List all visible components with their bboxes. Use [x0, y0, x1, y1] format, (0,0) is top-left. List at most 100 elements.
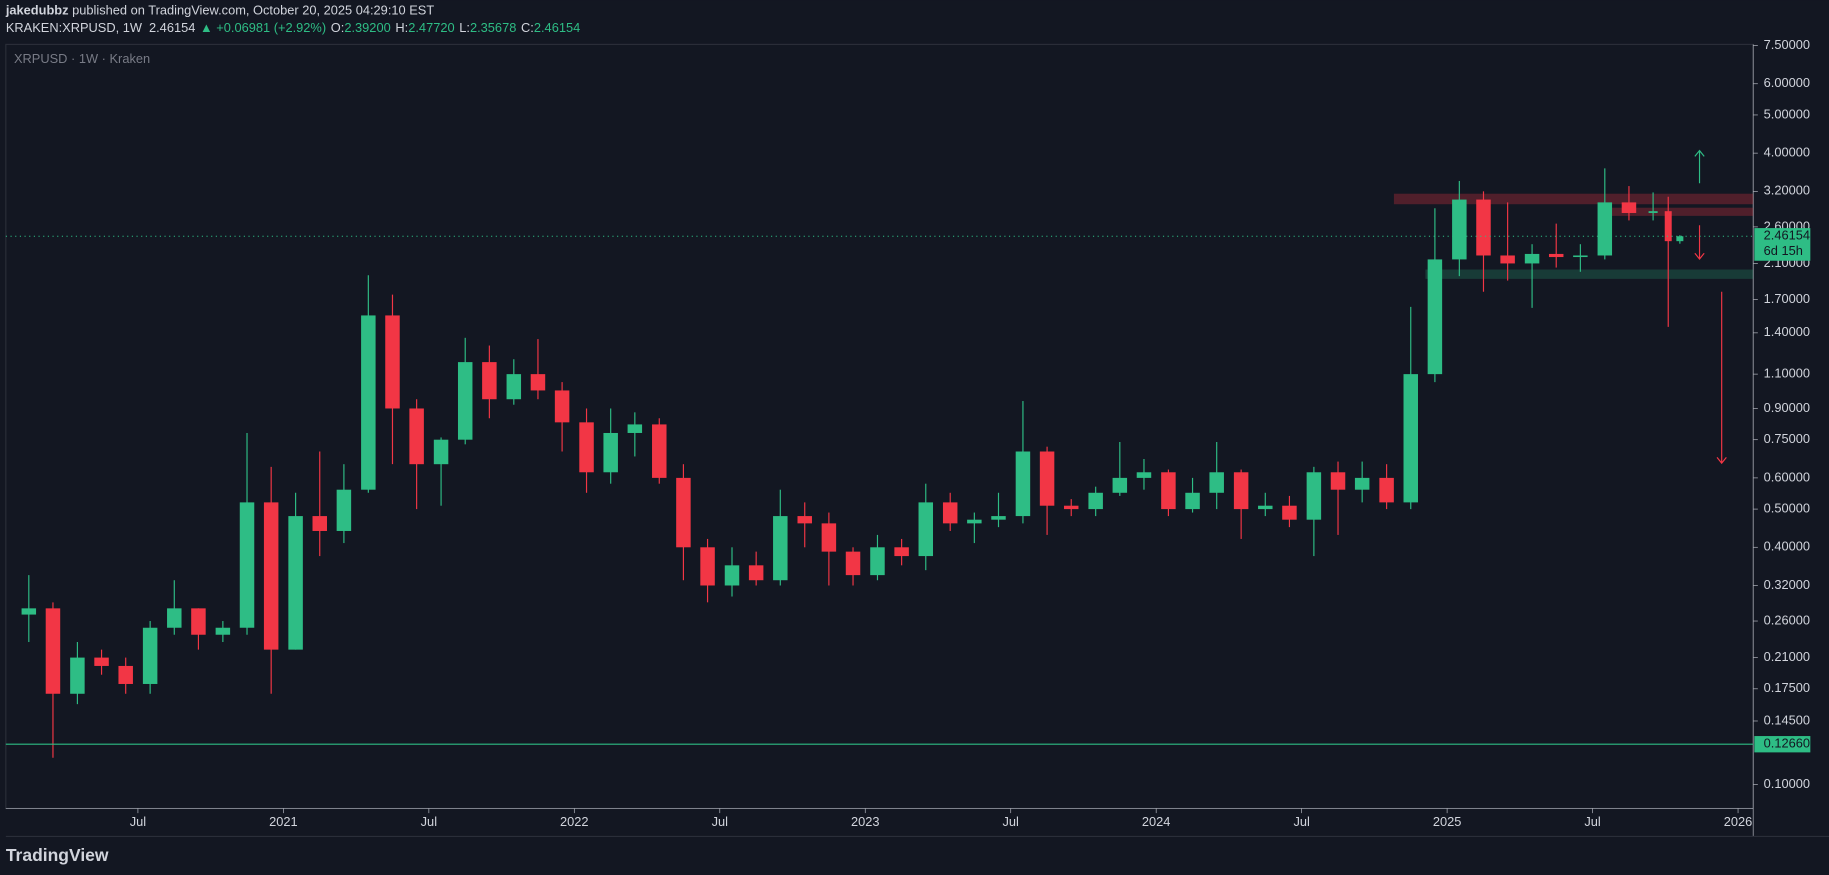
candle-body	[1112, 477, 1128, 493]
y-tick-label: 0.90000	[1764, 400, 1810, 415]
y-tick-label: 5.00000	[1764, 106, 1810, 121]
y-tick-label: 1.70000	[1764, 291, 1810, 306]
candle-body	[70, 657, 85, 694]
l-key: L:	[459, 21, 470, 36]
candle-body	[1379, 477, 1394, 503]
down-arrow	[1694, 225, 1705, 260]
candle-body	[239, 502, 255, 628]
candle-body	[288, 516, 303, 650]
candle-body	[942, 502, 958, 524]
x-tick-label: Jul	[130, 814, 146, 829]
price-tag-label: 0.12660	[1764, 736, 1810, 751]
y-tick-label: 0.50000	[1764, 500, 1810, 515]
l-val: 2.35678	[470, 21, 516, 36]
candle-body	[845, 551, 861, 576]
author: jakedubbz	[5, 3, 69, 18]
candle-body	[1621, 202, 1637, 213]
o-val: 2.39200	[344, 21, 390, 36]
candle-body	[336, 489, 352, 531]
candle-body	[312, 516, 327, 531]
candle-body	[1648, 211, 1658, 213]
y-tick-label: 1.40000	[1764, 324, 1810, 339]
symbol: KRAKEN:XRPUSD, 1W	[6, 21, 143, 36]
candle-body	[1427, 259, 1443, 375]
candle-body	[1664, 211, 1672, 242]
x-tick-label: Jul	[1293, 814, 1309, 829]
brand: TradingView	[6, 845, 109, 865]
candle-body	[773, 516, 788, 581]
y-tick-label: 0.21000	[1764, 649, 1810, 664]
x-tick-label: 2023	[851, 814, 880, 829]
y-tick-label: 7.50000	[1764, 37, 1810, 52]
h-key: H:	[395, 21, 408, 36]
candle-body	[263, 502, 279, 650]
candles	[21, 168, 1684, 758]
x-tick-label: 2022	[560, 814, 589, 829]
candle-body	[1500, 255, 1515, 264]
candle-body	[1282, 505, 1297, 520]
candle-body	[967, 519, 982, 524]
legend-line: KRAKEN:XRPUSD, 1W 2.46154 ▲ +0.06981 (+2.9…	[6, 21, 580, 36]
candle-body	[676, 477, 691, 548]
candle-body	[1597, 202, 1613, 256]
candle-body	[1548, 253, 1564, 258]
candle-body	[21, 608, 37, 615]
candle-body	[1676, 236, 1684, 242]
candle-body	[724, 565, 740, 586]
candle-body	[821, 523, 837, 552]
candle-body	[1573, 255, 1588, 258]
candle-body	[1330, 472, 1346, 490]
candle-body	[797, 516, 812, 524]
candle-body	[1306, 472, 1322, 520]
candle-body	[1161, 472, 1176, 510]
x-tick-label: 2026	[1724, 814, 1753, 829]
candle-body	[918, 502, 934, 557]
candle-body	[1209, 472, 1224, 493]
last: 2.46154	[149, 21, 195, 36]
candle-body	[652, 424, 667, 478]
candle-body	[1403, 374, 1418, 503]
candle-body	[361, 315, 376, 490]
candle-body	[1233, 472, 1249, 510]
y-tick-label: 4.00000	[1764, 145, 1810, 160]
drawings	[1393, 149, 1754, 465]
candle-body	[506, 374, 522, 400]
candle-body	[1015, 451, 1031, 517]
candle-body	[579, 422, 594, 473]
candle-body	[1258, 505, 1273, 510]
y-tick-label: 0.14500	[1764, 712, 1810, 727]
candle-body	[385, 315, 400, 409]
x-tick-label: 2021	[269, 814, 298, 829]
x-tick-label: 2025	[1433, 814, 1462, 829]
last-price-label: 2.46154	[1764, 228, 1810, 243]
h-val: 2.47720	[408, 21, 454, 36]
last-price-tag	[1754, 228, 1811, 261]
support-zone	[1425, 269, 1754, 279]
candle-body	[409, 408, 424, 465]
candle-body	[870, 547, 885, 576]
candle-body	[433, 439, 449, 465]
candle-body	[1063, 505, 1079, 510]
x-tick-label: Jul	[1003, 814, 1019, 829]
candle-body	[1039, 451, 1055, 506]
y-tick-label: 0.26000	[1764, 612, 1810, 627]
candle-body	[700, 547, 715, 586]
up-arrow	[1694, 149, 1705, 184]
change: ▲ +0.06981 (+2.92%)	[200, 21, 326, 36]
published: published on TradingView.com, October 20…	[69, 3, 435, 18]
candle-body	[1088, 492, 1103, 510]
candle-body	[1136, 472, 1152, 478]
candle-body	[748, 565, 764, 581]
candle-body	[482, 362, 497, 400]
candle-body	[215, 627, 231, 635]
y-tick-label: 0.75000	[1764, 431, 1810, 446]
o-key: O:	[331, 21, 345, 36]
y-tick-label: 0.32000	[1764, 577, 1810, 592]
y-tick-label: 6.00000	[1764, 75, 1810, 90]
candle-body	[1354, 477, 1370, 490]
y-tick-label: 3.20000	[1764, 183, 1810, 198]
resistance-zone	[1393, 193, 1754, 205]
candle-body	[530, 374, 546, 391]
y-tick-label: 1.10000	[1764, 366, 1810, 381]
